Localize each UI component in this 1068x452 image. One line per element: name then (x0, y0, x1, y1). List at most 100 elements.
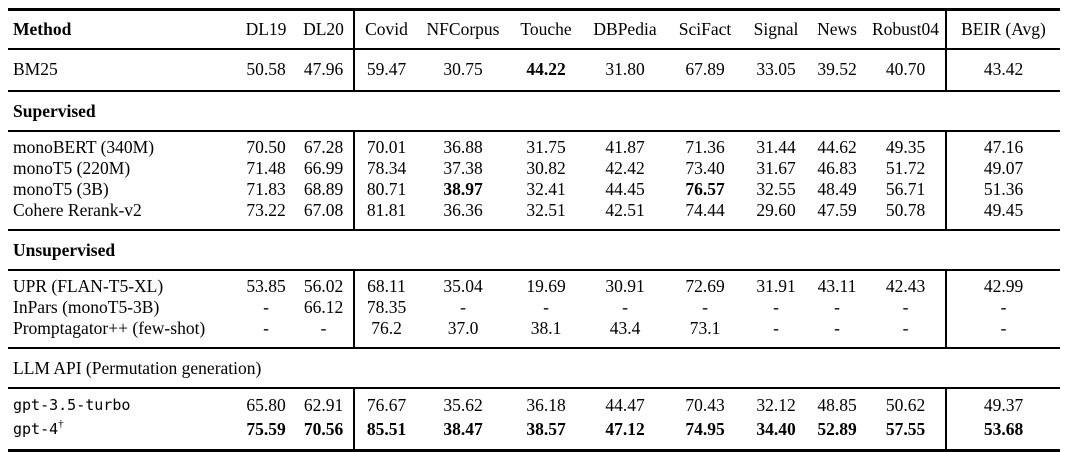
cell: 51.72 (866, 158, 947, 179)
cell: 30.75 (418, 49, 508, 92)
cell: 52.89 (817, 418, 857, 439)
cell: 68.89 (294, 179, 355, 200)
table-row-inpars-monot5-3b: InPars (monoT5-3B) - 66.12 78.35 - - - -… (8, 297, 1060, 318)
method-name: gpt-4 (13, 420, 59, 438)
col-header-dl20: DL20 (294, 9, 355, 50)
cell: 73.22 (238, 200, 294, 231)
table-row-gpt-4: gpt-4† 75.59 70.56 85.51 38.47 38.57 47.… (8, 417, 1060, 451)
cell: - (702, 297, 708, 317)
cell: - (460, 297, 466, 317)
section-header: LLM API (Permutation generation) (8, 348, 1060, 389)
cell: 56.71 (866, 179, 947, 200)
cell: 53.68 (983, 418, 1024, 439)
cell: 37.38 (443, 158, 483, 178)
results-table: Method DL19 DL20 Covid NFCorpus Touche D… (8, 8, 1060, 452)
cell: 56.02 (294, 270, 355, 297)
cell: 36.36 (418, 200, 508, 231)
cell: 80.71 (366, 179, 407, 199)
cell: 43.11 (817, 276, 857, 296)
cell: 73.40 (685, 158, 725, 178)
col-header-dl19: DL19 (238, 9, 294, 50)
dagger-superscript: † (58, 418, 64, 431)
section-row-llm-api: LLM API (Permutation generation) (8, 348, 1060, 389)
cell: 42.43 (866, 270, 947, 297)
cell: 42.99 (983, 276, 1024, 296)
cell: 33.05 (744, 49, 808, 92)
cell: 34.40 (756, 418, 796, 439)
cell: - (263, 297, 269, 317)
col-header-beir-avg: BEIR (Avg) (946, 9, 1060, 50)
cell: - (834, 297, 840, 317)
cell: 57.55 (866, 417, 947, 451)
col-header-scifact: SciFact (666, 9, 744, 50)
method-cell: gpt-4† (8, 417, 238, 451)
cell: 42.42 (605, 158, 645, 178)
section-header: Supervised (8, 91, 1060, 132)
cell: 44.62 (817, 137, 857, 157)
cell: 85.51 (366, 418, 407, 439)
cell: 37.0 (418, 318, 508, 349)
cell: 66.99 (294, 158, 355, 179)
header-row: Method DL19 DL20 Covid NFCorpus Touche D… (8, 9, 1060, 50)
table-row-monobert-340m: monoBERT (340M) 70.50 67.28 70.01 36.88 … (8, 131, 1060, 158)
cell: 72.69 (685, 276, 725, 296)
cell: 67.89 (666, 49, 744, 92)
col-header-touche: Touche (508, 9, 584, 50)
cell: 42.51 (584, 200, 666, 231)
cell: - (946, 318, 1060, 349)
cell: 31.67 (756, 158, 796, 178)
cell: 44.22 (508, 49, 584, 92)
cell: - (238, 318, 294, 349)
cell: 78.34 (366, 158, 407, 178)
cell: 67.08 (294, 200, 355, 231)
cell: 51.36 (983, 179, 1024, 199)
cell: 70.56 (294, 417, 355, 451)
cell: 49.07 (983, 158, 1024, 178)
cell: 36.88 (443, 137, 483, 157)
cell: - (744, 318, 808, 349)
method-cell: Cohere Rerank-v2 (8, 200, 238, 231)
cell: - (808, 318, 866, 349)
cell: 59.47 (354, 49, 418, 92)
method-cell: monoT5 (220M) (13, 158, 131, 178)
cell: 50.78 (866, 200, 947, 231)
cell: 73.1 (666, 318, 744, 349)
cell: 31.91 (756, 276, 796, 296)
col-header-covid: Covid (354, 9, 418, 50)
cell: 76.2 (354, 318, 418, 349)
cell: 32.41 (526, 179, 566, 199)
cell: 70.43 (685, 395, 725, 415)
section-row-supervised: Supervised (8, 91, 1060, 132)
col-header-method: Method (8, 9, 238, 50)
cell: 31.80 (584, 49, 666, 92)
cell: 44.45 (605, 179, 645, 199)
method-cell: Promptagator++ (few-shot) (8, 318, 238, 349)
cell: 62.91 (294, 388, 355, 417)
cell: 47.12 (605, 418, 645, 439)
cell: 70.50 (246, 137, 286, 157)
method-cell: UPR (FLAN-T5-XL) (13, 276, 164, 296)
cell: 76.57 (685, 179, 725, 199)
cell: 32.12 (756, 395, 796, 415)
cell: 66.12 (294, 297, 355, 318)
table-row-upr-flan-t5-xl: UPR (FLAN-T5-XL) 53.85 56.02 68.11 35.04… (8, 270, 1060, 297)
cell: 29.60 (744, 200, 808, 231)
method-cell: monoBERT (340M) (13, 137, 155, 157)
cell: 32.51 (508, 200, 584, 231)
cell: 81.81 (354, 200, 418, 231)
cell: - (543, 297, 549, 317)
cell: 39.52 (808, 49, 866, 92)
section-row-unsupervised: Unsupervised (8, 230, 1060, 271)
method-cell: BM25 (8, 49, 238, 92)
cell: 49.35 (866, 131, 947, 158)
cell: 48.85 (817, 395, 857, 415)
table-row-bm25: BM25 50.58 47.96 59.47 30.75 44.22 31.80… (8, 49, 1060, 92)
cell: 32.55 (756, 179, 796, 199)
col-header-signal: Signal (744, 9, 808, 50)
cell: 47.96 (294, 49, 355, 92)
cell: 76.67 (366, 395, 407, 415)
cell: 68.11 (367, 276, 406, 296)
col-header-nfcorpus: NFCorpus (418, 9, 508, 50)
method-cell: gpt-3.5-turbo (13, 396, 131, 414)
